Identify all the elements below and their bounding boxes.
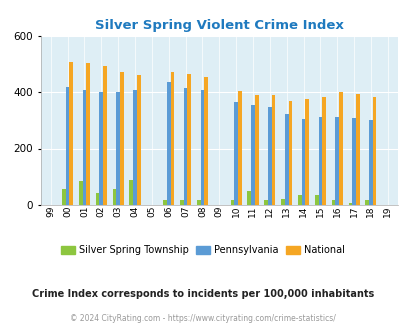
Bar xyxy=(331,200,335,205)
Bar xyxy=(230,200,234,205)
Bar xyxy=(237,91,241,205)
Bar xyxy=(254,95,258,205)
Bar xyxy=(200,90,204,205)
Bar xyxy=(352,118,355,205)
Bar xyxy=(247,191,250,205)
Bar xyxy=(297,195,301,205)
Bar xyxy=(187,74,191,205)
Bar xyxy=(129,180,133,205)
Bar xyxy=(183,88,187,205)
Bar xyxy=(364,200,368,205)
Bar xyxy=(133,89,136,205)
Bar xyxy=(305,99,308,205)
Bar xyxy=(66,87,69,205)
Bar xyxy=(284,114,288,205)
Bar xyxy=(280,199,284,205)
Bar xyxy=(250,105,254,205)
Title: Silver Spring Violent Crime Index: Silver Spring Violent Crime Index xyxy=(95,19,343,32)
Bar xyxy=(103,66,107,205)
Bar xyxy=(196,200,200,205)
Bar xyxy=(204,77,207,205)
Bar xyxy=(372,97,375,205)
Bar xyxy=(335,117,338,205)
Bar xyxy=(179,200,183,205)
Bar xyxy=(264,200,267,205)
Bar xyxy=(82,90,86,205)
Bar xyxy=(314,195,318,205)
Bar xyxy=(120,73,124,205)
Text: © 2024 CityRating.com - https://www.cityrating.com/crime-statistics/: © 2024 CityRating.com - https://www.city… xyxy=(70,314,335,323)
Bar xyxy=(234,102,237,205)
Bar xyxy=(338,92,342,205)
Bar xyxy=(136,75,140,205)
Text: Crime Index corresponds to incidents per 100,000 inhabitants: Crime Index corresponds to incidents per… xyxy=(32,289,373,299)
Bar xyxy=(99,92,103,205)
Bar xyxy=(116,92,120,205)
Bar xyxy=(318,117,322,205)
Bar xyxy=(322,97,325,205)
Bar xyxy=(163,200,166,205)
Bar xyxy=(355,94,359,205)
Bar xyxy=(79,181,82,205)
Bar xyxy=(368,120,372,205)
Bar xyxy=(96,193,99,205)
Bar xyxy=(112,189,116,205)
Bar xyxy=(267,107,271,205)
Legend: Silver Spring Township, Pennsylvania, National: Silver Spring Township, Pennsylvania, Na… xyxy=(58,241,347,259)
Bar xyxy=(86,63,90,205)
Bar xyxy=(347,203,352,205)
Bar xyxy=(301,119,305,205)
Bar xyxy=(271,95,275,205)
Bar xyxy=(288,101,292,205)
Bar xyxy=(69,62,73,205)
Bar xyxy=(62,189,66,205)
Bar xyxy=(166,82,170,205)
Bar xyxy=(170,72,174,205)
